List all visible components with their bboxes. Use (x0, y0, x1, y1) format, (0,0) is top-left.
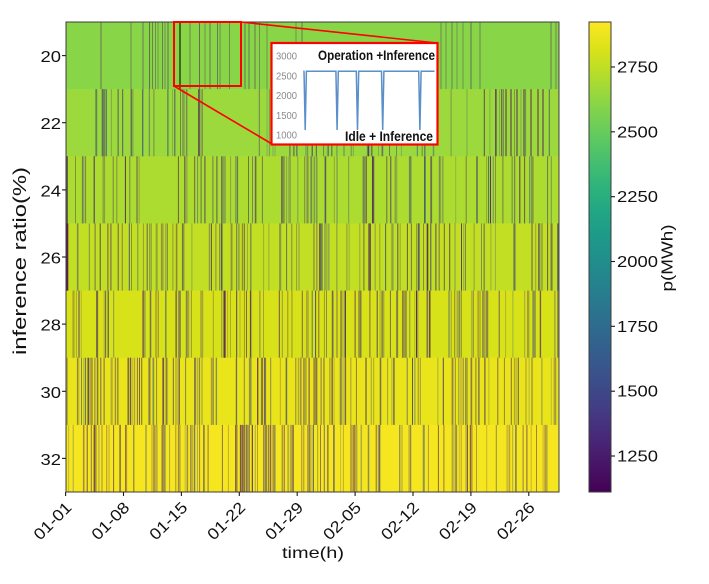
svg-text:3000: 3000 (276, 52, 297, 63)
svg-text:2000: 2000 (276, 91, 297, 102)
svg-text:30: 30 (41, 385, 62, 402)
svg-text:2500: 2500 (617, 124, 658, 141)
svg-text:1250: 1250 (617, 449, 658, 466)
svg-text:1750: 1750 (617, 319, 658, 336)
svg-text:2750: 2750 (617, 60, 658, 77)
svg-text:32: 32 (41, 452, 62, 469)
svg-text:inference ratio(%): inference ratio(%) (10, 167, 30, 355)
svg-text:Idle + Inference: Idle + Inference (345, 129, 433, 144)
svg-text:2000: 2000 (617, 254, 658, 271)
svg-text:2250: 2250 (617, 189, 658, 206)
svg-text:time(h): time(h) (282, 545, 344, 562)
svg-text:24: 24 (41, 183, 62, 200)
svg-text:p(MWh): p(MWh) (660, 225, 677, 292)
svg-text:28: 28 (41, 318, 62, 335)
svg-text:Operation +Inference: Operation +Inference (318, 48, 435, 63)
svg-text:26: 26 (41, 251, 62, 268)
svg-text:1500: 1500 (617, 384, 658, 401)
svg-text:1000: 1000 (276, 131, 297, 142)
svg-text:2500: 2500 (276, 71, 297, 82)
svg-text:1500: 1500 (276, 111, 297, 122)
svg-text:22: 22 (41, 116, 62, 133)
svg-text:20: 20 (41, 49, 62, 66)
